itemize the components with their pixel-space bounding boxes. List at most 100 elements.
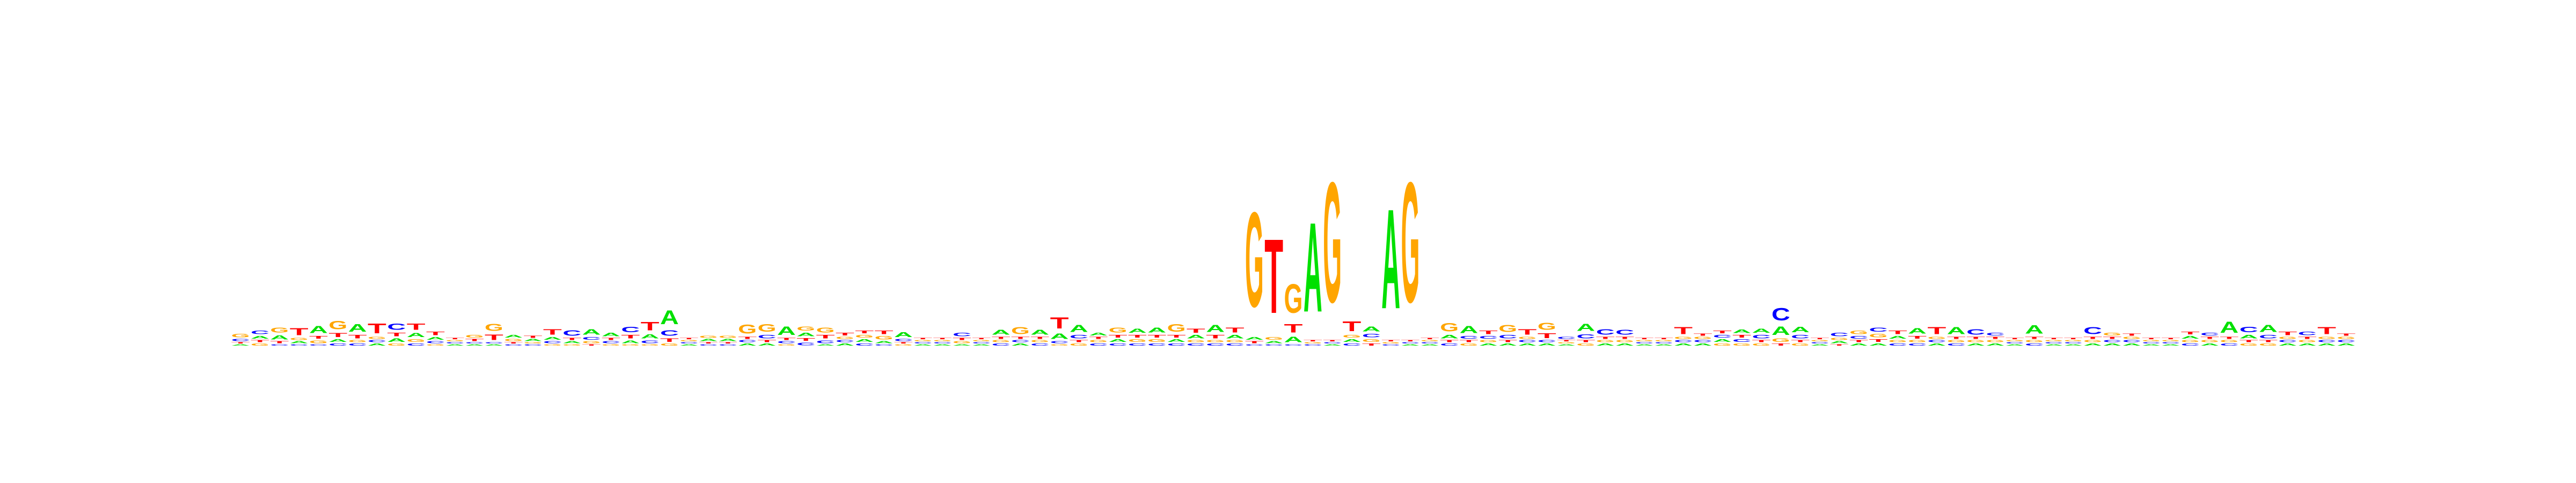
logo-letter-c: C <box>1966 327 1985 336</box>
logo-letter-g: G <box>1538 321 1556 332</box>
logo-letter-t: T <box>777 338 796 341</box>
logo-letter-t: T <box>1050 314 1069 332</box>
logo-letter-c: C <box>524 344 543 346</box>
logo-letter-t: T <box>1109 334 1128 338</box>
logo-letter-c: C <box>251 330 269 335</box>
logo-letter-g: G <box>1732 343 1751 346</box>
logo-letter-g: G <box>796 325 815 332</box>
logo-letter-a: A <box>1226 334 1245 340</box>
logo-letter-t: T <box>913 338 932 340</box>
logo-letter-g: G <box>2220 340 2238 343</box>
logo-letter-a: A <box>270 334 289 341</box>
logo-letter-t: T <box>1226 326 1245 334</box>
logo-letter-t: T <box>894 342 913 344</box>
logo-letter-g: G <box>1518 336 1537 340</box>
logo-letter-c: C <box>2181 343 2200 346</box>
logo-letter-c: C <box>2240 325 2258 334</box>
logo-letter-a: A <box>972 344 991 346</box>
logo-letter-t: T <box>2044 338 2063 340</box>
logo-letter-g: G <box>1908 340 1927 343</box>
logo-letter-c: C <box>1849 335 1868 340</box>
logo-letter-g: G <box>758 323 777 334</box>
logo-letter-c: C <box>679 342 698 344</box>
logo-letter-c: C <box>2220 343 2238 346</box>
logo-letter-g: G <box>1869 333 1887 338</box>
logo-letter-g: G <box>2337 336 2355 340</box>
logo-letter-g: G <box>1440 321 1459 334</box>
logo-letter-c: C <box>1869 326 1887 333</box>
logo-letter-c: C <box>796 342 815 346</box>
logo-letter-c: C <box>1070 334 1088 340</box>
logo-letter-t: T <box>1732 334 1751 338</box>
logo-letter-g: G <box>660 343 679 346</box>
logo-letter-c: C <box>1187 343 1205 346</box>
logo-letter-c: C <box>1343 343 1362 346</box>
logo-letter-c: C <box>485 342 503 344</box>
logo-letter-a: A <box>1264 341 1283 344</box>
logo-letter-g: G <box>2044 340 2063 342</box>
logo-letter-a: A <box>1323 344 1342 346</box>
logo-letter-c: C <box>1030 343 1049 346</box>
logo-letter-t: T <box>1421 338 1439 340</box>
logo-letter-c: C <box>1713 334 1732 339</box>
logo-letter-c: C <box>1674 340 1693 343</box>
logo-letter-a: A <box>777 324 796 338</box>
logo-letter-a: A <box>1655 344 1673 346</box>
logo-letter-t: T <box>2006 338 2024 340</box>
logo-letter-c: C <box>1381 344 1400 346</box>
logo-letter-t: T <box>1615 336 1634 339</box>
logo-letter-c: C <box>1889 343 1907 346</box>
logo-letter-g: G <box>582 341 601 344</box>
logo-letter-a: A <box>2123 343 2141 346</box>
logo-letter-t: T <box>1343 319 1362 334</box>
logo-letter-c: C <box>953 332 971 338</box>
logo-letter-g: G <box>1772 338 1790 343</box>
logo-letter-a: A <box>1070 323 1088 334</box>
logo-letter-t: T <box>504 342 523 344</box>
logo-letter-t: T <box>1128 334 1147 338</box>
logo-letter-g: G <box>290 338 309 341</box>
logo-letter-g: G <box>1498 323 1517 334</box>
logo-letter-t: T <box>1518 327 1537 336</box>
logo-letter-t: T <box>1538 332 1556 339</box>
logo-letter-g: G <box>2103 332 2121 336</box>
logo-letter-g: G <box>1635 340 1654 342</box>
logo-letter-g: G <box>328 319 347 332</box>
logo-letter-t: T <box>1869 339 1887 343</box>
logo-letter-t: T <box>445 338 464 340</box>
logo-letter-c: C <box>1167 343 1186 346</box>
logo-letter-c: C <box>445 342 464 344</box>
logo-letter-a: A <box>2064 344 2083 346</box>
logo-letter-g: G <box>1401 147 1420 339</box>
logo-letter-t: T <box>660 338 679 343</box>
logo-letter-t: T <box>1713 330 1732 334</box>
logo-letter-t: T <box>1323 340 1342 342</box>
logo-letter-t: T <box>1401 340 1420 342</box>
logo-letter-c: C <box>1362 333 1381 339</box>
logo-letter-g: G <box>2240 343 2258 346</box>
logo-letter-t: T <box>855 330 874 334</box>
